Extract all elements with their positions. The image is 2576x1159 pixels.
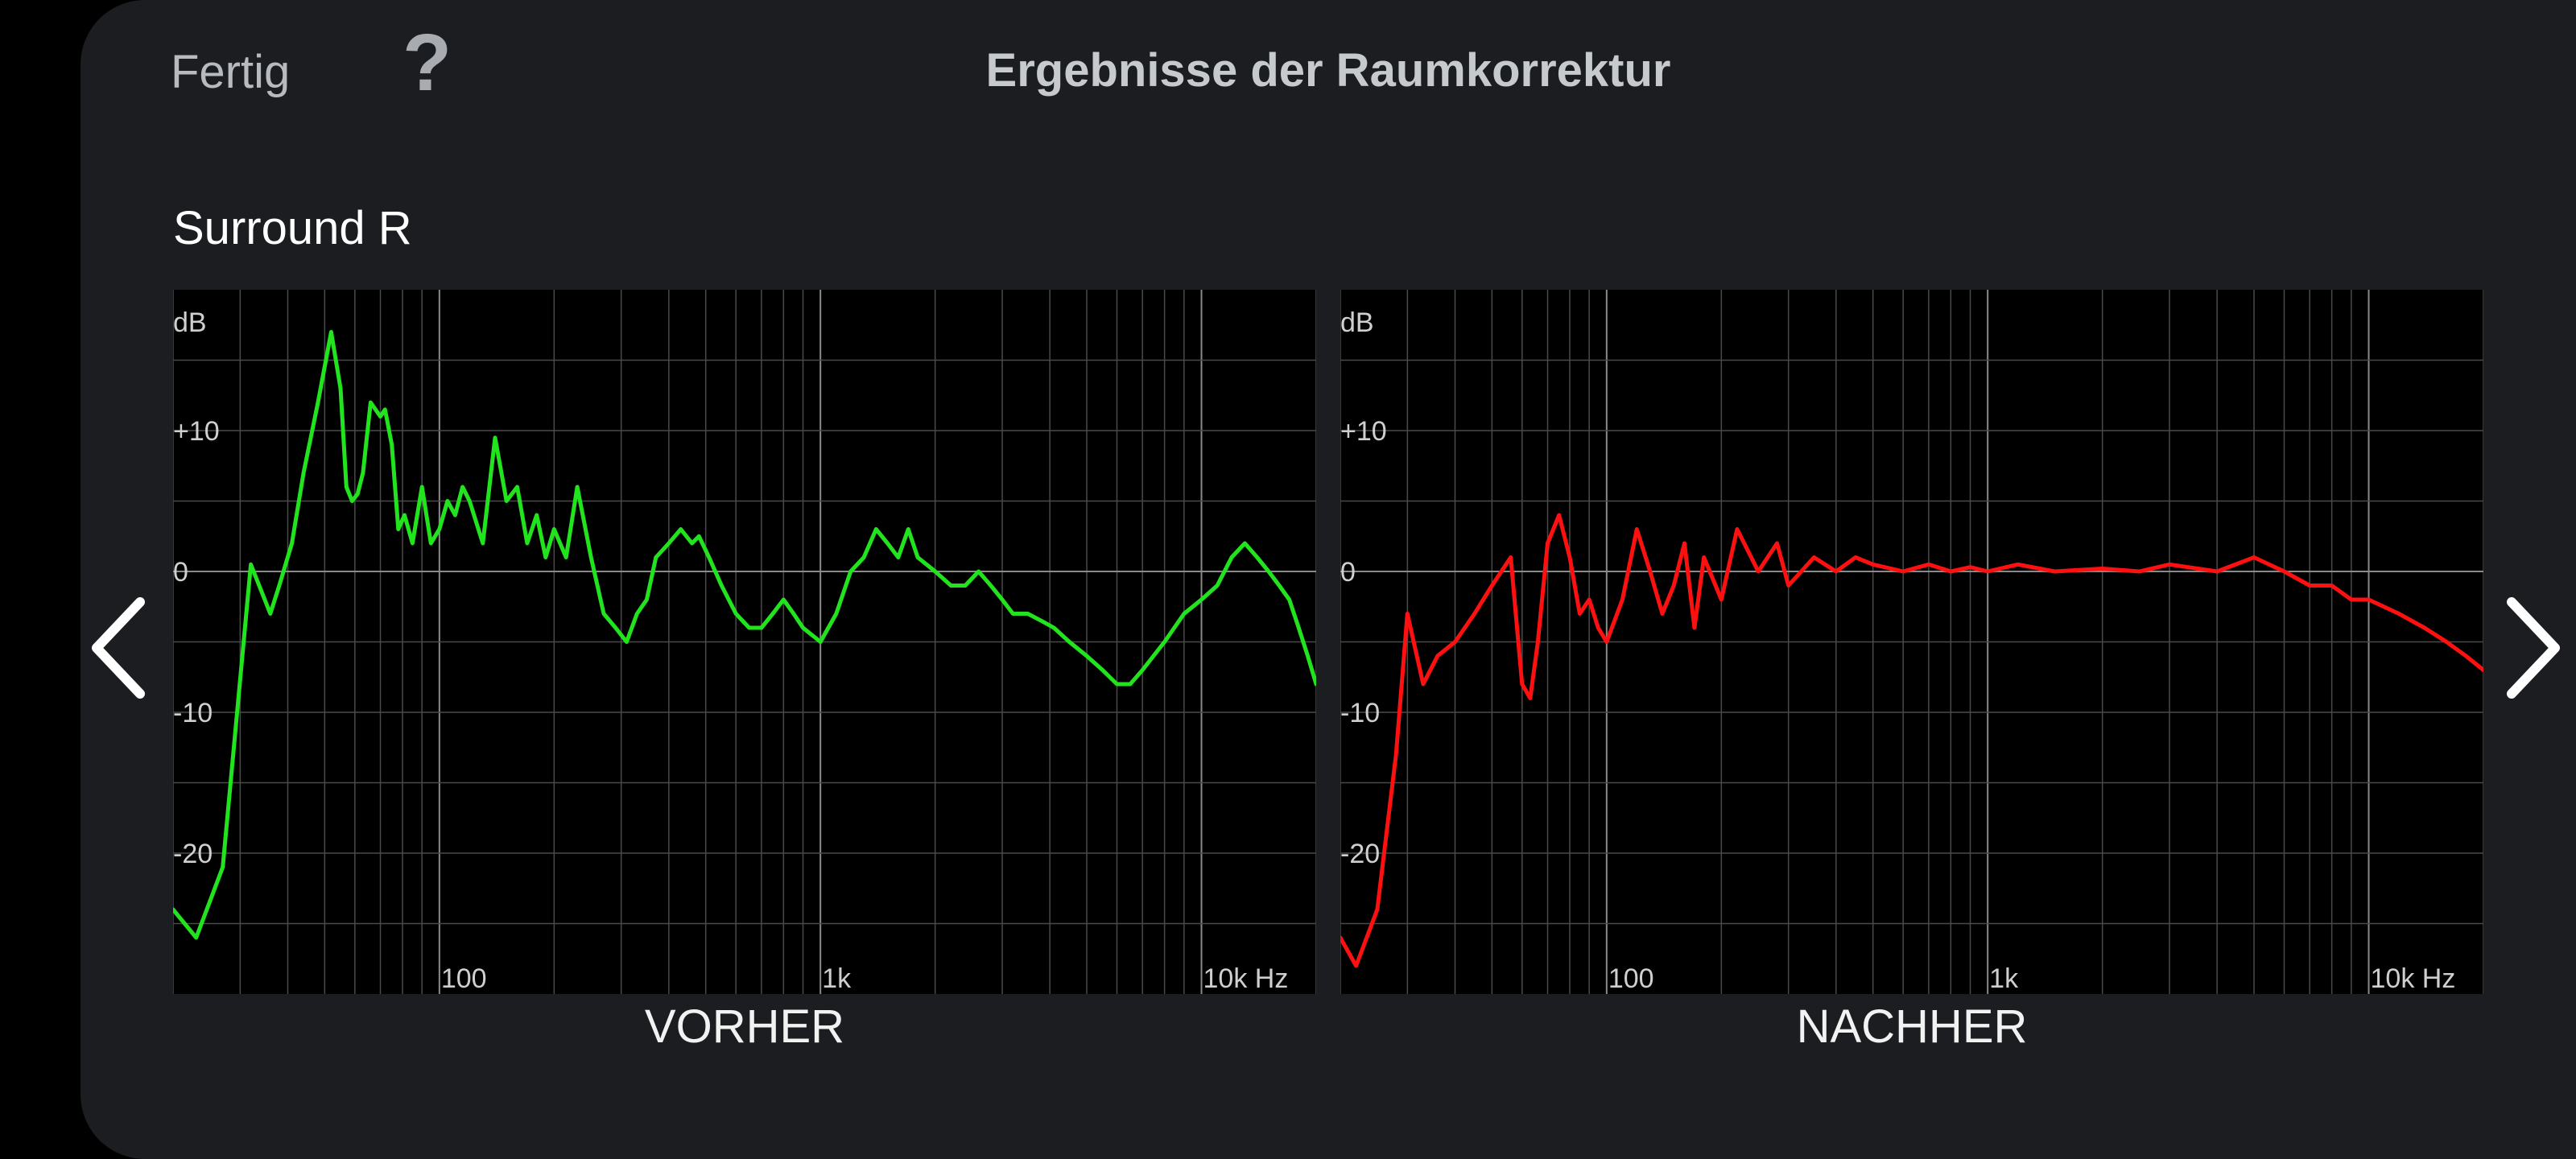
x-tick-label: 10k Hz — [2371, 963, 2456, 994]
chevron-right-icon[interactable] — [2500, 596, 2565, 700]
done-button[interactable]: Fertig — [171, 46, 291, 98]
channel-name: Surround R — [173, 202, 412, 254]
before-response-line — [173, 330, 1316, 940]
after-response-line — [1340, 513, 2483, 968]
x-tick-label: 100 — [1608, 963, 1654, 994]
y-tick-label: -20 — [173, 839, 213, 869]
y-tick-label: +10 — [1340, 416, 1387, 447]
y-tick-label: 0 — [173, 557, 188, 588]
y-tick-label: -20 — [1340, 839, 1380, 869]
chart-before: dB +10 0 -10 -20 100 1k 10k Hz — [173, 290, 1316, 994]
y-tick-label: -10 — [1340, 698, 1380, 728]
chart-after-svg: dB +10 0 -10 -20 100 1k 10k Hz — [1340, 290, 2483, 994]
chart-before-svg: dB +10 0 -10 -20 100 1k 10k Hz — [173, 290, 1316, 994]
y-tick-label: 0 — [1340, 557, 1356, 588]
y-axis-unit: dB — [173, 307, 207, 338]
y-tick-label: +10 — [173, 416, 220, 447]
chart-after-label: NACHHER — [1796, 1000, 2028, 1053]
x-tick-label: 1k — [822, 963, 852, 994]
help-button[interactable]: ? — [402, 18, 452, 108]
chart-before-label: VORHER — [644, 1000, 845, 1053]
y-axis-unit: dB — [1340, 307, 1374, 338]
chevron-left-icon[interactable] — [87, 596, 151, 700]
y-tick-label: -10 — [173, 698, 213, 728]
x-tick-label: 100 — [441, 963, 487, 994]
x-tick-label: 1k — [1989, 963, 2019, 994]
x-tick-label: 10k Hz — [1203, 963, 1289, 994]
chart-after: dB +10 0 -10 -20 100 1k 10k Hz — [1340, 290, 2483, 994]
page-title: Ergebnisse der Raumkorrektur — [985, 44, 1671, 97]
